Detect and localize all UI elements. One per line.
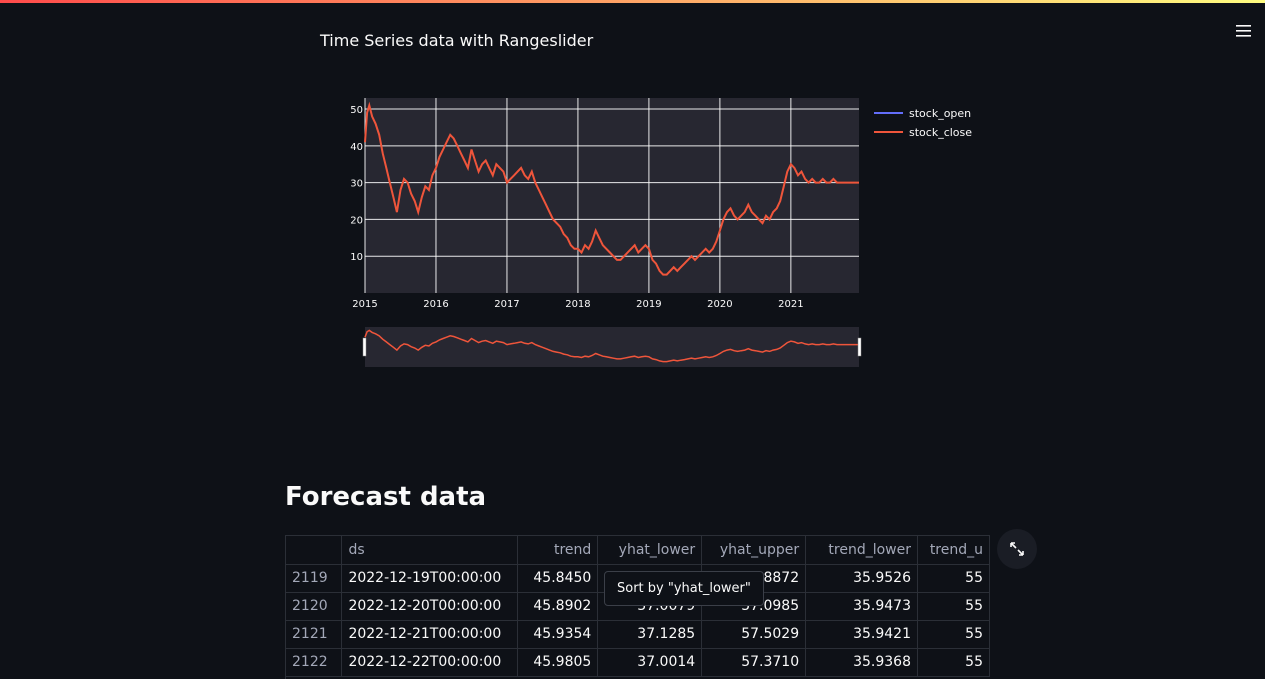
y-tick-label: 30 [350,179,363,190]
column-header-trend-lower[interactable]: trend_lower [805,536,918,565]
cell-trend[interactable]: 45.9354 [517,620,599,649]
cell-trend-upper[interactable]: 55 [917,648,990,677]
hamburger-icon [1236,25,1251,37]
forecast-table[interactable]: ds trend yhat_lower yhat_upper trend_low… [285,535,990,679]
cell-ds[interactable]: 2022-12-19T00:00:00 [341,564,519,593]
rangeslider-series-line [364,329,859,363]
time-series-chart[interactable]: 10 20 30 40 50 2015 2016 2017 2018 2019 2020 2021 st… [340,90,1000,380]
forecast-section-title: Forecast data [285,482,487,512]
x-tick-label: 2021 [778,299,803,310]
column-header-index [286,536,343,565]
table-header-row: ds trend yhat_lower yhat_upper trend_low… [286,536,990,565]
x-tick-label: 2018 [565,299,590,310]
table-row[interactable]: 2121 2022-12-21T00:00:00 45.9354 37.1285… [286,620,990,649]
rangeslider-left-handle [362,337,367,357]
y-tick-label: 20 [350,215,363,226]
row-index: 2122 [286,648,343,677]
cell-ds[interactable]: 2022-12-21T00:00:00 [341,620,519,649]
cell-trend-lower[interactable]: 35.9526 [805,564,918,593]
cell-yhat-lower[interactable]: 37.0014 [597,648,703,677]
legend-label-stock-open: stock_open [909,107,971,120]
expand-icon [1010,542,1024,556]
sort-tooltip: Sort by "yhat_lower" [604,571,764,606]
x-tick-label: 2015 [352,299,377,310]
rangeslider-right-handle [857,337,862,357]
cell-trend-upper[interactable]: 55 [917,564,990,593]
cell-trend-upper[interactable]: 55 [917,592,990,621]
y-tick-label: 10 [350,252,363,263]
row-index: 2121 [286,620,343,649]
cell-trend[interactable]: 45.8902 [517,592,599,621]
cell-yhat-upper[interactable]: 57.5029 [701,620,807,649]
cell-yhat-lower[interactable]: 37.1285 [597,620,703,649]
column-header-yhat-lower[interactable]: yhat_lower [597,536,703,565]
y-tick-label: 40 [350,142,363,153]
column-header-yhat-upper[interactable]: yhat_upper [701,536,807,565]
cell-trend[interactable]: 45.9805 [517,648,599,677]
row-index: 2119 [286,564,343,593]
main-menu-button[interactable] [1233,20,1255,42]
top-decoration-bar [0,0,1265,3]
fullscreen-button[interactable] [997,529,1037,569]
y-tick-label: 50 [350,105,363,116]
x-tick-label: 2016 [423,299,448,310]
cell-trend[interactable]: 45.8450 [517,564,599,593]
x-tick-label: 2019 [636,299,661,310]
cell-trend-lower[interactable]: 35.9421 [805,620,918,649]
series-line-stock-close [364,101,859,276]
table-row[interactable]: 2120 2022-12-20T00:00:00 45.8902 37.0079… [286,592,990,621]
cell-ds[interactable]: 2022-12-20T00:00:00 [341,592,519,621]
legend-label-stock-close: stock_close [909,126,972,139]
table-row[interactable]: 2122 2022-12-22T00:00:00 45.9805 37.0014… [286,648,990,677]
cell-yhat-upper[interactable]: 57.3710 [701,648,807,677]
column-header-trend[interactable]: trend [517,536,599,565]
cell-trend-upper[interactable]: 55 [917,620,990,649]
plot-background [365,98,859,293]
chart-title: Time Series data with Rangeslider [320,31,594,50]
cell-trend-lower[interactable]: 35.9368 [805,648,918,677]
x-tick-label: 2017 [494,299,519,310]
row-index: 2120 [286,592,343,621]
cell-ds[interactable]: 2022-12-22T00:00:00 [341,648,519,677]
x-tick-label: 2020 [707,299,732,310]
cell-trend-lower[interactable]: 35.9473 [805,592,918,621]
column-header-trend-upper[interactable]: trend_u [917,536,990,565]
rangeslider-background [365,327,859,367]
column-header-ds[interactable]: ds [341,536,519,565]
